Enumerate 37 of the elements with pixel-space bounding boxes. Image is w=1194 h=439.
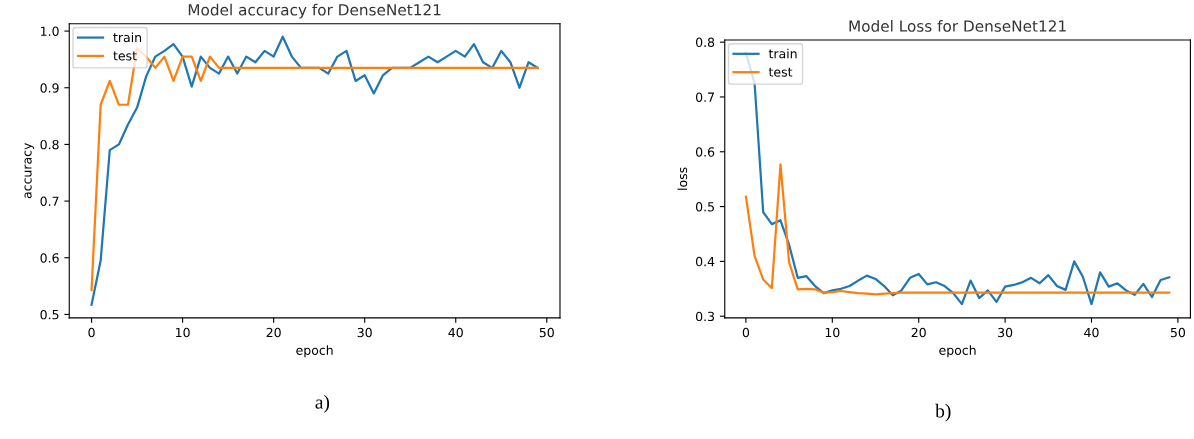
y-tick-label: 0.8 <box>40 139 59 150</box>
y-tick-label: 0.7 <box>695 92 714 102</box>
x-tick-label: 50 <box>539 327 554 338</box>
x-tick-label: 0 <box>742 327 750 338</box>
legend-label: train <box>768 48 797 59</box>
x-axis-title: epoch <box>939 345 976 358</box>
x-axis-title: epoch <box>296 345 333 358</box>
y-tick-label: 0.6 <box>695 147 715 157</box>
legend-label: test <box>113 51 137 61</box>
line-series <box>744 163 1171 296</box>
x-tick-label: 10 <box>176 327 190 338</box>
chart-title: Model Loss for DenseNet121 <box>849 20 1066 32</box>
y-tick-label: 0.7 <box>40 196 59 207</box>
x-tick-label: 50 <box>1170 327 1186 338</box>
y-tick-label: 0.5 <box>695 202 714 212</box>
chart-title: Model accuracy for DenseNet121 <box>188 3 441 19</box>
x-tick-label: 40 <box>1084 327 1099 338</box>
y-tick-label: 0.4 <box>695 256 715 267</box>
x-tick-label: 20 <box>911 327 926 338</box>
y-axis-title: accuracy <box>24 142 35 199</box>
x-tick-label: 30 <box>357 327 372 338</box>
y-tick-label: 0.9 <box>40 83 59 93</box>
y-axis-title: loss <box>677 167 688 190</box>
text: b) <box>935 403 951 422</box>
x-tick-label: 20 <box>266 327 281 338</box>
x-tick-label: 0 <box>88 327 95 338</box>
x-tick-label: 10 <box>825 327 840 338</box>
x-tick-label: 30 <box>998 327 1013 338</box>
text: a) <box>315 395 330 413</box>
y-tick-label: 0.5 <box>40 309 59 320</box>
y-tick-label: 0.6 <box>40 253 59 263</box>
x-tick-label: 40 <box>448 327 463 338</box>
y-tick-label: 0.8 <box>695 37 715 48</box>
y-tick-label: 0.3 <box>695 311 715 322</box>
legend-label: train <box>113 32 142 43</box>
y-tick-label: 1.0 <box>41 26 59 36</box>
legend-label: test <box>768 67 793 77</box>
